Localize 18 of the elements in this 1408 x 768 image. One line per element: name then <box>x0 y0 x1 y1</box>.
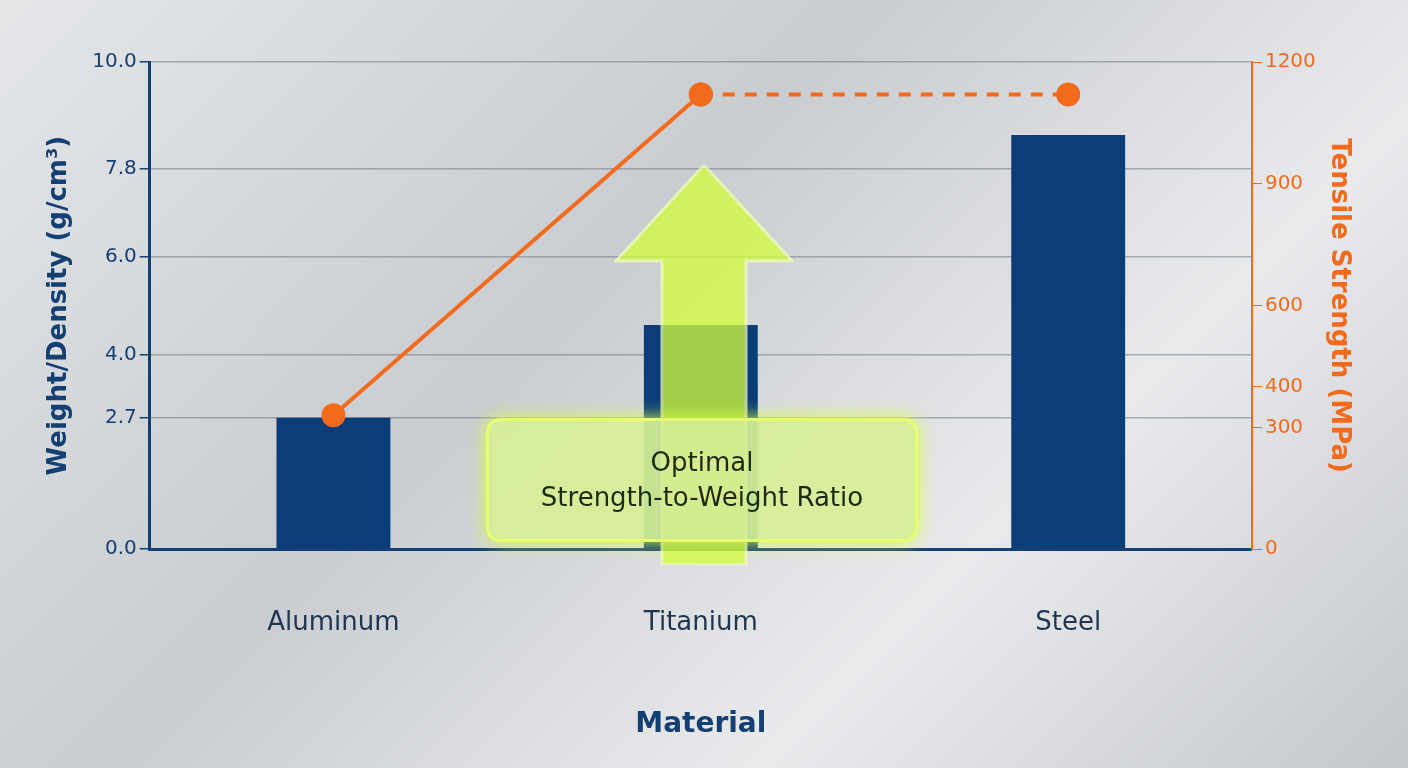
x-tick-label: Titanium <box>642 605 758 636</box>
y-tick-label: 10.0 <box>92 48 137 73</box>
y-tick-label: 0.0 <box>104 535 137 560</box>
y-tick-label: 2.7 <box>104 403 137 428</box>
y-axis-title: Weight/Density (g/cm³) <box>42 135 73 476</box>
y2-axis-title: Tensile Strength (MPa) <box>1325 138 1356 473</box>
y-tick-label: 4.0 <box>104 340 137 365</box>
x-tick-label: Aluminum <box>267 605 400 636</box>
x-axis-title: Material <box>635 706 767 740</box>
y2-tick-label: 1200 <box>1264 48 1316 73</box>
y2-tick-label: 300 <box>1264 413 1304 438</box>
y-tick-label: 7.8 <box>104 155 137 180</box>
x-tick-label: Steel <box>1035 605 1102 636</box>
y2-tick-label: 600 <box>1264 291 1304 316</box>
y2-tick-label: 0 <box>1264 535 1278 560</box>
y-tick-label: 6.0 <box>104 243 137 268</box>
y2-tick-label: 400 <box>1264 373 1304 397</box>
y2-tick-label: 900 <box>1264 170 1304 194</box>
